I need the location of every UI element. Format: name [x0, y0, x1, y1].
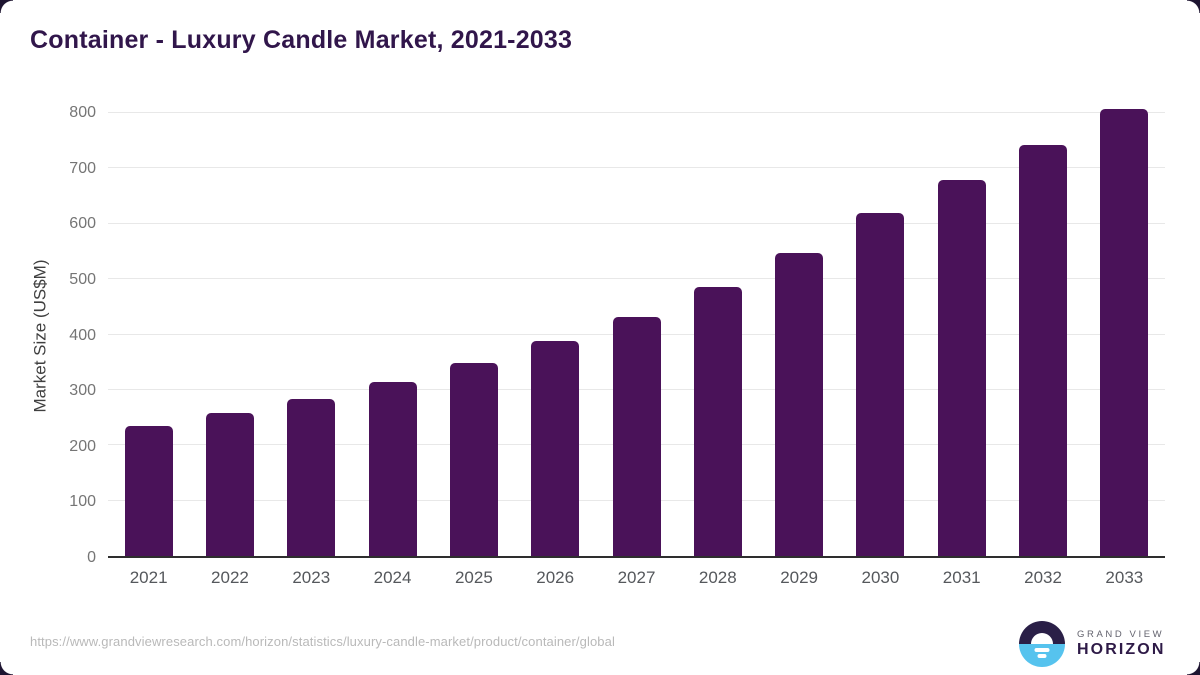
- y-tick-label-300: 300: [69, 382, 96, 400]
- brand-name-bottom: HORIZON: [1077, 641, 1166, 658]
- y-tick-label-800: 800: [69, 104, 96, 121]
- y-tick-label-400: 400: [69, 326, 96, 344]
- gridline-700: [108, 167, 1165, 169]
- rounded-corner-bottom-left: [0, 662, 13, 675]
- brand-logo-text: GRAND VIEW HORIZON: [1077, 629, 1165, 659]
- bar-2028: [693, 286, 742, 556]
- y-tick-label-200: 200: [69, 437, 96, 455]
- chart-title: Container - Luxury Candle Market, 2021-2…: [30, 26, 573, 54]
- bar-2032: [1019, 145, 1068, 556]
- x-tick-label-2030: 2030: [861, 568, 900, 587]
- x-tick-label-2029: 2029: [780, 568, 819, 587]
- plot-area: [108, 108, 1165, 558]
- y-tick-label-600: 600: [69, 215, 96, 233]
- x-axis-labels: 2021 2022 2023 2024 2025 2026 2027 2028 2029 2030…: [108, 568, 1165, 592]
- x-tick-label-2031: 2031: [942, 568, 981, 587]
- y-tick-label-700: 700: [69, 159, 96, 177]
- x-tick-label-2024: 2024: [373, 568, 412, 587]
- brand-logo: GRAND VIEW HORIZON: [1019, 621, 1165, 667]
- rounded-corner-bottom-right: [1187, 662, 1200, 675]
- x-tick-label-2026: 2026: [536, 568, 575, 587]
- bar-2027: [612, 316, 661, 556]
- rounded-corner-top-left: [0, 0, 13, 13]
- gridline-800: [108, 112, 1165, 113]
- y-tick-label-500: 500: [69, 270, 96, 288]
- x-tick-label-2023: 2023: [292, 568, 331, 587]
- bar-2022: [205, 413, 254, 556]
- bar-2021: [124, 426, 173, 556]
- y-tick-label-0: 0: [87, 549, 96, 566]
- y-axis-ticks: 0 100 200 300 400 500 600 700 800: [0, 104, 96, 566]
- x-tick-label-2033: 2033: [1105, 568, 1144, 587]
- bar-2026: [531, 341, 580, 556]
- brand-name-top: GRAND VIEW: [1077, 629, 1165, 640]
- x-tick-label-2025: 2025: [454, 568, 493, 587]
- source-url: https://www.grandviewresearch.com/horizo…: [30, 634, 615, 649]
- bar-2033: [1100, 108, 1149, 556]
- bar-2031: [937, 180, 986, 556]
- bar-2029: [775, 252, 824, 556]
- bar-2030: [856, 212, 905, 556]
- bar-2023: [287, 398, 336, 556]
- bar-2025: [449, 363, 498, 556]
- x-tick-label-2027: 2027: [617, 568, 656, 587]
- x-tick-label-2022: 2022: [211, 568, 249, 587]
- gridline-500: [108, 278, 1165, 280]
- y-tick-label-100: 100: [69, 493, 96, 511]
- x-tick-label-2028: 2028: [698, 568, 737, 587]
- bar-2024: [368, 382, 417, 556]
- gridline-600: [108, 222, 1165, 224]
- rounded-corner-top-right: [1187, 0, 1200, 13]
- x-tick-label-2021: 2021: [129, 568, 168, 587]
- x-tick-label-2032: 2032: [1024, 568, 1062, 587]
- horizon-sun-icon: [1019, 621, 1065, 667]
